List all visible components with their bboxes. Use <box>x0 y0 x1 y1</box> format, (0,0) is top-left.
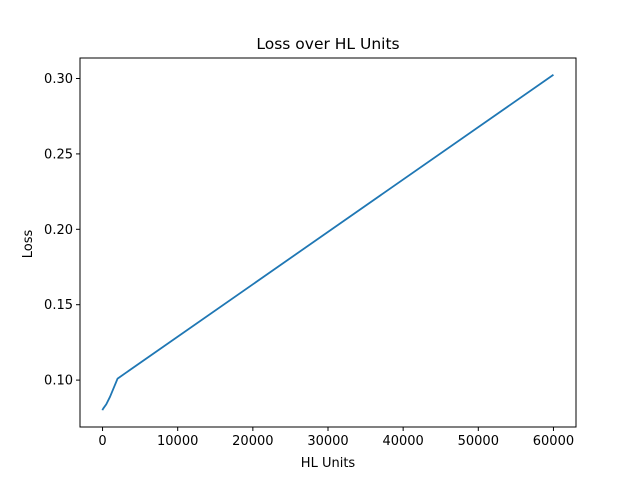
y-tick-label: 0.20 <box>44 223 73 238</box>
x-tick-label: 30000 <box>307 434 348 449</box>
x-tick-label: 0 <box>98 434 106 449</box>
x-tick-label: 40000 <box>382 434 423 449</box>
x-tick-label: 50000 <box>458 434 499 449</box>
y-tick-label: 0.15 <box>44 298 73 313</box>
x-axis: 0 10000 20000 30000 40000 50000 60000 <box>98 427 574 449</box>
x-axis-label: HL Units <box>301 456 356 471</box>
x-tick-label: 60000 <box>533 434 574 449</box>
y-axis: 0.10 0.15 0.20 0.25 0.30 <box>44 72 80 389</box>
y-tick-label: 0.25 <box>44 147 73 162</box>
y-tick-label: 0.10 <box>44 374 73 389</box>
chart-title: Loss over HL Units <box>256 35 399 53</box>
y-tick-label: 0.30 <box>44 72 73 87</box>
x-tick-label: 10000 <box>157 434 198 449</box>
series-line-0 <box>101 74 554 412</box>
y-axis-label: Loss <box>21 230 36 259</box>
x-tick-label: 20000 <box>232 434 273 449</box>
series-layer <box>101 74 554 412</box>
